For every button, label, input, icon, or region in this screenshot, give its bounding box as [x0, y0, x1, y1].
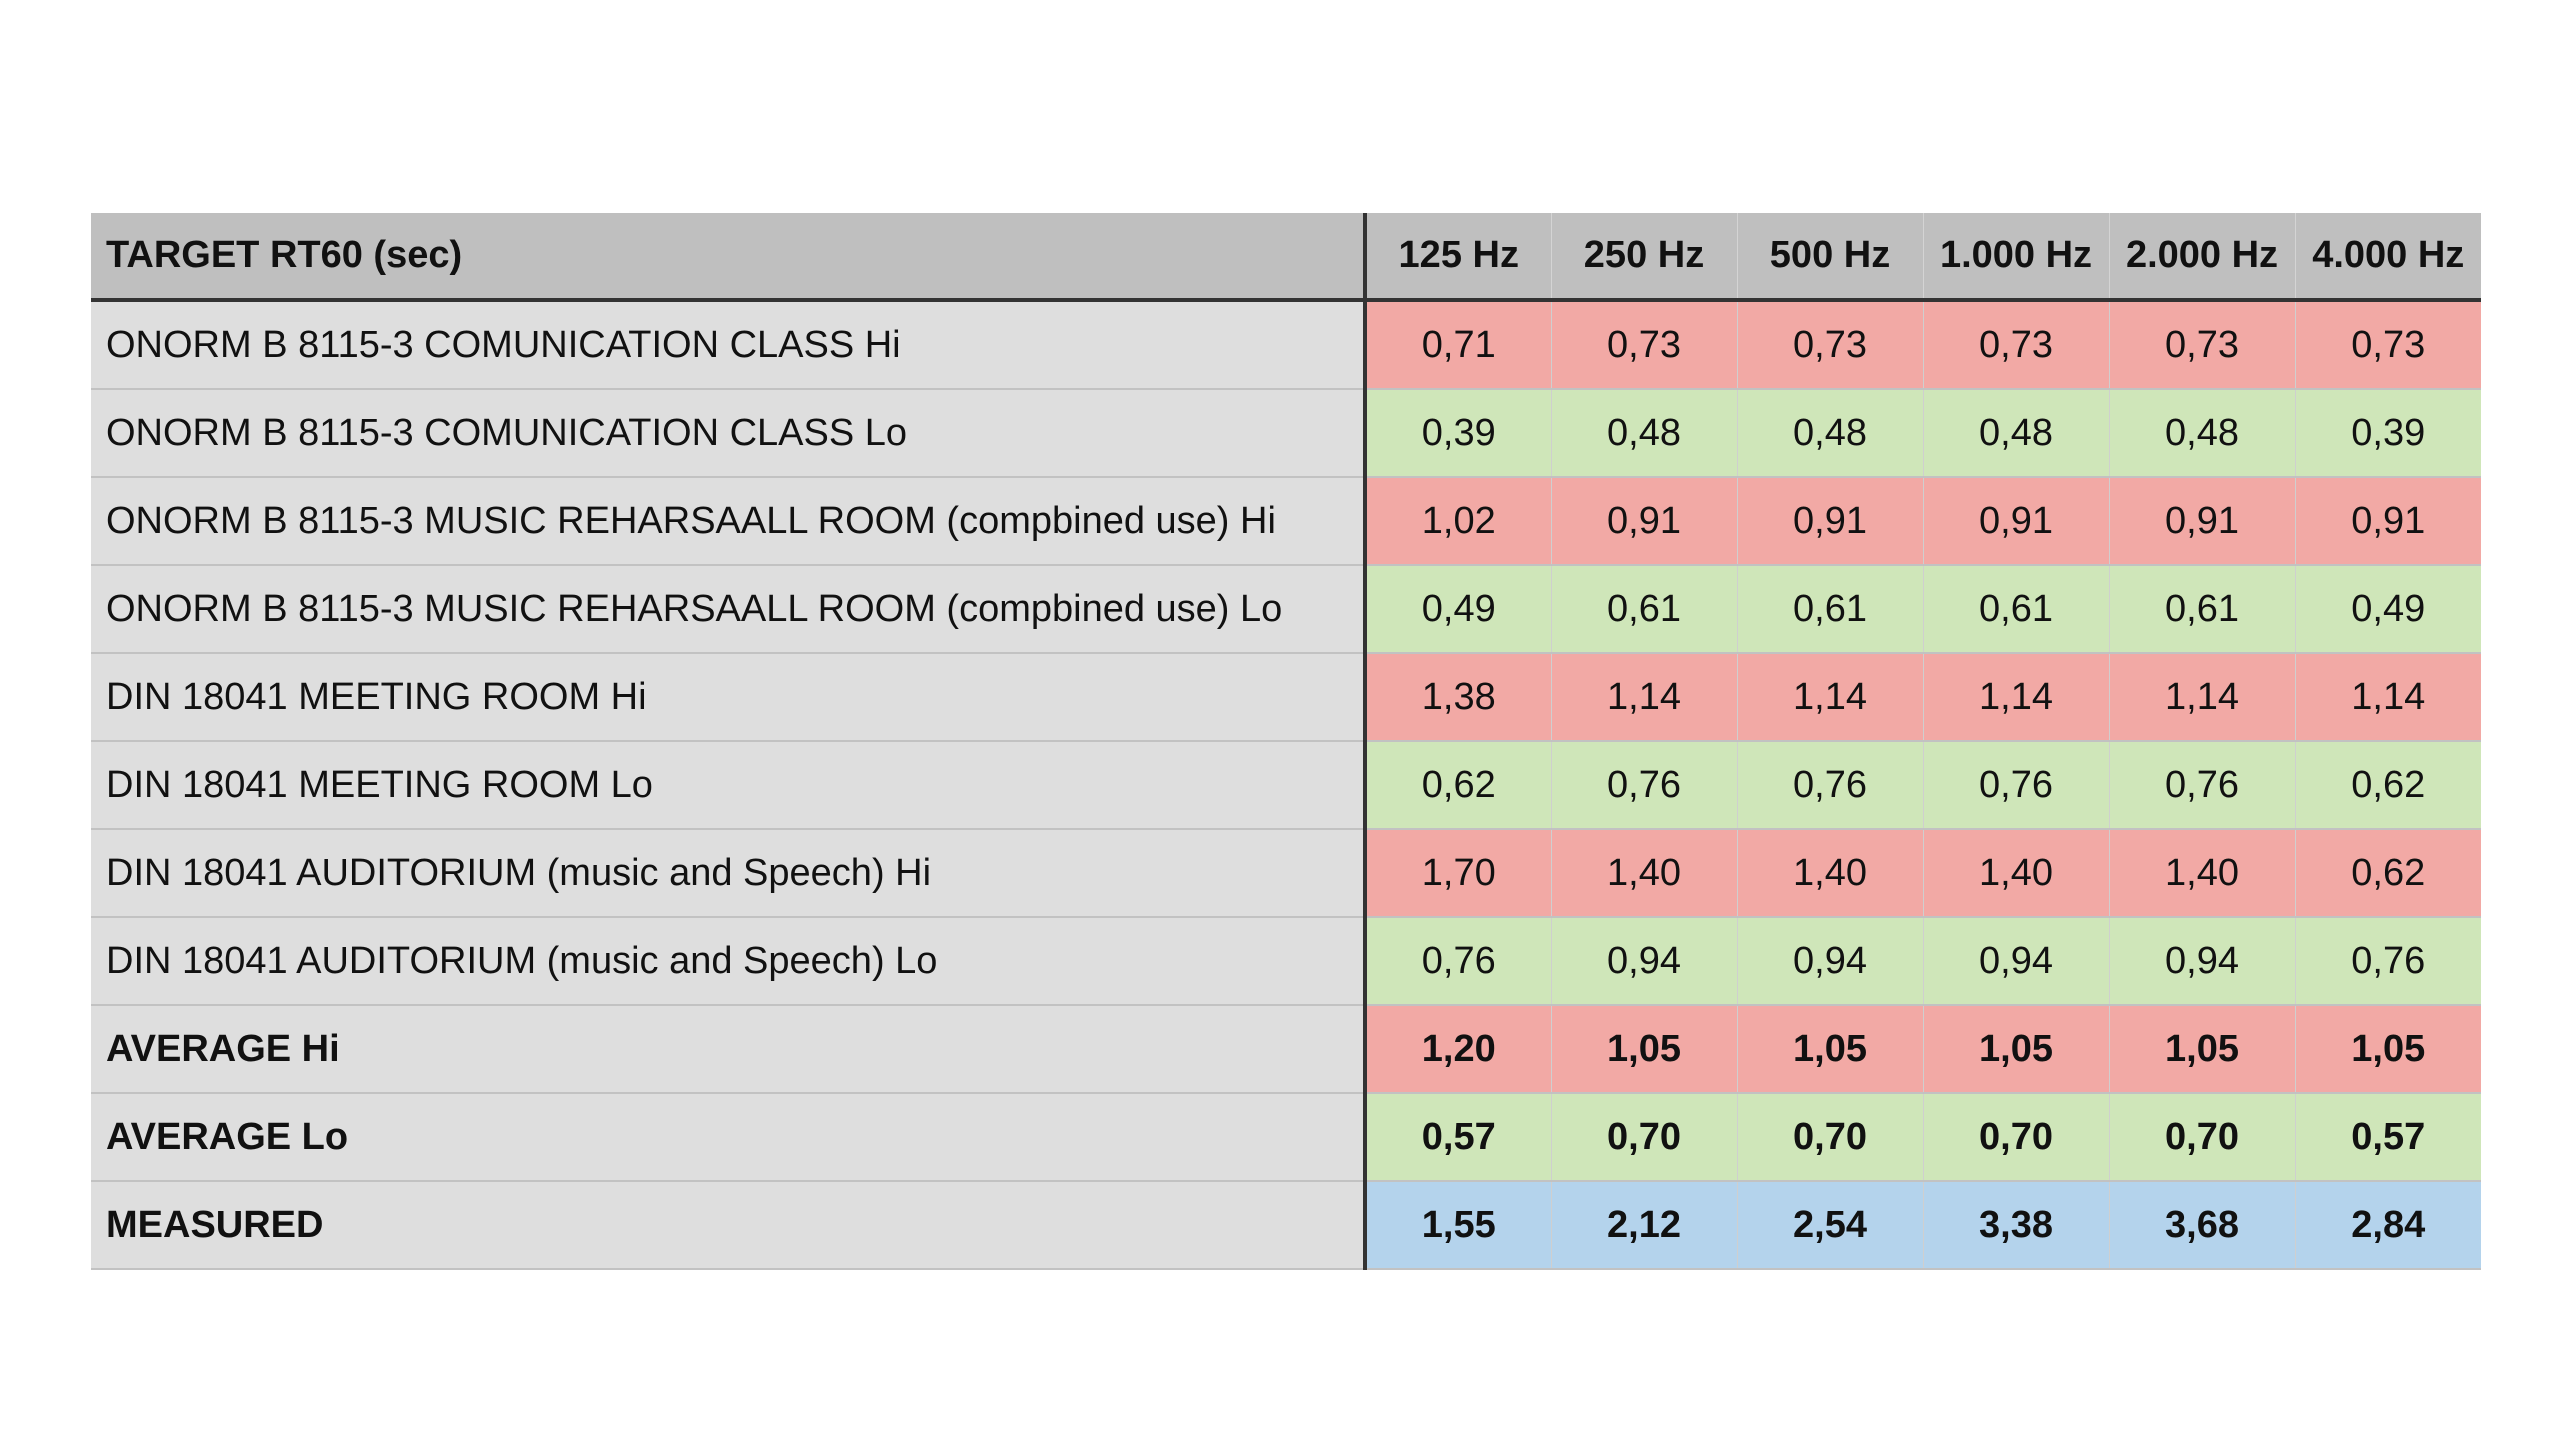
row-label: DIN 18041 MEETING ROOM Lo — [91, 741, 1365, 830]
rt60-value-cell: 1,40 — [1922, 829, 2109, 918]
rt60-value-cell: 0,91 — [1922, 477, 2109, 566]
freq-header-250: 250 Hz — [1550, 213, 1737, 302]
rt60-target-table: TARGET RT60 (sec) 125 Hz 250 Hz 500 Hz 1… — [91, 213, 2481, 1270]
rt60-value-cell: 0,61 — [1736, 565, 1923, 654]
table-row: AVERAGE Lo 0,57 0,70 0,70 0,70 0,70 0,57 — [91, 1093, 2481, 1182]
rt60-value-cell: 1,40 — [1736, 829, 1923, 918]
rt60-value-cell: 1,70 — [1363, 829, 1551, 918]
rt60-value-cell: 1,14 — [1922, 653, 2109, 742]
rt60-value-cell: 0,70 — [2108, 1093, 2295, 1182]
rt60-value-cell: 0,73 — [2294, 300, 2481, 390]
rt60-value-cell: 0,76 — [2294, 917, 2481, 1006]
rt60-value-cell: 0,94 — [1550, 917, 1737, 1006]
rt60-value-cell: 0,48 — [1550, 389, 1737, 478]
table-row: DIN 18041 AUDITORIUM (music and Speech) … — [91, 829, 2481, 918]
rt60-value-cell: 0,76 — [1922, 741, 2109, 830]
rt60-value-cell: 0,73 — [1922, 300, 2109, 390]
rt60-value-cell: 0,61 — [1550, 565, 1737, 654]
row-label: ONORM B 8115-3 COMUNICATION CLASS Hi — [91, 300, 1365, 390]
table-row: DIN 18041 MEETING ROOM Lo 0,62 0,76 0,76 0,7… — [91, 741, 2481, 830]
rt60-value-cell: 0,70 — [1736, 1093, 1923, 1182]
rt60-value-cell: 1,14 — [1736, 653, 1923, 742]
table-title-header: TARGET RT60 (sec) — [91, 213, 1365, 302]
row-label: ONORM B 8115-3 MUSIC REHARSAALL ROOM (co… — [91, 565, 1365, 654]
rt60-value-cell: 1,14 — [2108, 653, 2295, 742]
rt60-value-cell: 0,91 — [2294, 477, 2481, 566]
table-row: AVERAGE Hi 1,20 1,05 1,05 1,05 1,05 1,05 — [91, 1005, 2481, 1094]
rt60-value-cell: 0,62 — [2294, 829, 2481, 918]
row-label: DIN 18041 AUDITORIUM (music and Speech) … — [91, 917, 1365, 1006]
rt60-value-cell: 3,38 — [1922, 1181, 2109, 1270]
rt60-value-cell: 0,70 — [1922, 1093, 2109, 1182]
table-header: TARGET RT60 (sec) 125 Hz 250 Hz 500 Hz 1… — [91, 213, 2481, 302]
rt60-value-cell: 0,91 — [1736, 477, 1923, 566]
table-body: ONORM B 8115-3 COMUNICATION CLASS Hi 0,71… — [91, 300, 2481, 1270]
rt60-value-cell: 0,94 — [2108, 917, 2295, 1006]
rt60-value-cell: 0,48 — [1736, 389, 1923, 478]
rt60-value-cell: 1,05 — [1736, 1005, 1923, 1094]
freq-header-1000: 1.000 Hz — [1922, 213, 2109, 302]
rt60-value-cell: 1,05 — [1550, 1005, 1737, 1094]
freq-header-125: 125 Hz — [1363, 213, 1551, 302]
row-label: ONORM B 8115-3 MUSIC REHARSAALL ROOM (co… — [91, 477, 1365, 566]
row-label: AVERAGE Hi — [91, 1005, 1365, 1094]
rt60-value-cell: 1,38 — [1363, 653, 1551, 742]
rt60-value-cell: 0,73 — [1550, 300, 1737, 390]
table-row: ONORM B 8115-3 COMUNICATION CLASS Lo 0,39… — [91, 389, 2481, 478]
rt60-value-cell: 0,76 — [2108, 741, 2295, 830]
rt60-value-cell: 0,73 — [1736, 300, 1923, 390]
rt60-value-cell: 0,94 — [1922, 917, 2109, 1006]
rt60-value-cell: 1,20 — [1363, 1005, 1551, 1094]
rt60-value-cell: 2,84 — [2294, 1181, 2481, 1270]
rt60-value-cell: 0,71 — [1363, 300, 1551, 390]
rt60-value-cell: 0,49 — [2294, 565, 2481, 654]
rt60-value-cell: 0,48 — [2108, 389, 2295, 478]
rt60-value-cell: 1,02 — [1363, 477, 1551, 566]
header-row: TARGET RT60 (sec) 125 Hz 250 Hz 500 Hz 1… — [91, 213, 2481, 302]
rt60-value-cell: 1,40 — [2108, 829, 2295, 918]
rt60-value-cell: 0,61 — [2108, 565, 2295, 654]
rt60-value-cell: 0,76 — [1550, 741, 1737, 830]
rt60-value-cell: 0,91 — [1550, 477, 1737, 566]
row-label: DIN 18041 MEETING ROOM Hi — [91, 653, 1365, 742]
rt60-value-cell: 0,76 — [1736, 741, 1923, 830]
rt60-value-cell: 0,57 — [1363, 1093, 1551, 1182]
rt60-value-cell: 1,05 — [2108, 1005, 2295, 1094]
row-label: ONORM B 8115-3 COMUNICATION CLASS Lo — [91, 389, 1365, 478]
freq-header-500: 500 Hz — [1736, 213, 1923, 302]
rt60-value-cell: 0,91 — [2108, 477, 2295, 566]
table-row: ONORM B 8115-3 MUSIC REHARSAALL ROOM (co… — [91, 565, 2481, 654]
table-row: MEASURED 1,55 2,12 2,54 3,38 3,68 2,84 — [91, 1181, 2481, 1270]
rt60-value-cell: 2,54 — [1736, 1181, 1923, 1270]
rt60-value-cell: 0,76 — [1363, 917, 1551, 1006]
table-row: DIN 18041 MEETING ROOM Hi 1,38 1,14 1,14 1,1… — [91, 653, 2481, 742]
rt60-value-cell: 1,05 — [2294, 1005, 2481, 1094]
rt60-value-cell: 0,39 — [1363, 389, 1551, 478]
table-row: ONORM B 8115-3 MUSIC REHARSAALL ROOM (co… — [91, 477, 2481, 566]
table-row: DIN 18041 AUDITORIUM (music and Speech) … — [91, 917, 2481, 1006]
freq-header-4000: 4.000 Hz — [2294, 213, 2481, 302]
rt60-value-cell: 0,73 — [2108, 300, 2295, 390]
rt60-value-cell: 1,05 — [1922, 1005, 2109, 1094]
rt60-value-cell: 0,61 — [1922, 565, 2109, 654]
freq-header-2000: 2.000 Hz — [2108, 213, 2295, 302]
row-label: AVERAGE Lo — [91, 1093, 1365, 1182]
rt60-value-cell: 1,14 — [1550, 653, 1737, 742]
rt60-value-cell: 0,48 — [1922, 389, 2109, 478]
row-label: MEASURED — [91, 1181, 1365, 1270]
rt60-value-cell: 0,94 — [1736, 917, 1923, 1006]
rt60-value-cell: 0,39 — [2294, 389, 2481, 478]
rt60-value-cell: 1,14 — [2294, 653, 2481, 742]
rt60-value-cell: 0,57 — [2294, 1093, 2481, 1182]
rt60-value-cell: 2,12 — [1550, 1181, 1737, 1270]
rt60-value-cell: 0,70 — [1550, 1093, 1737, 1182]
rt60-value-cell: 3,68 — [2108, 1181, 2295, 1270]
row-label: DIN 18041 AUDITORIUM (music and Speech) … — [91, 829, 1365, 918]
rt60-value-cell: 0,62 — [2294, 741, 2481, 830]
rt60-value-cell: 1,55 — [1363, 1181, 1551, 1270]
rt60-value-cell: 0,62 — [1363, 741, 1551, 830]
rt60-value-cell: 1,40 — [1550, 829, 1737, 918]
rt60-value-cell: 0,49 — [1363, 565, 1551, 654]
table-row: ONORM B 8115-3 COMUNICATION CLASS Hi 0,71… — [91, 300, 2481, 390]
